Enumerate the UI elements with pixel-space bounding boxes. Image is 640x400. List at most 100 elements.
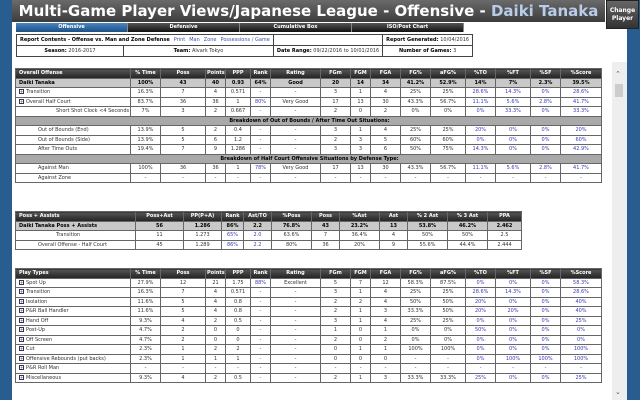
report-contents: Report Contents - Offense vs. Man and Zo…: [20, 37, 170, 43]
expand-icon[interactable]: +: [19, 289, 24, 295]
cell: 36.4%: [339, 230, 380, 241]
cell: 5: [320, 277, 351, 288]
column-header: % Time: [130, 68, 161, 79]
expand-icon[interactable]: +: [19, 336, 24, 342]
cell: 0.571: [225, 87, 251, 98]
cell: 0: [225, 334, 251, 345]
row-label: Transition: [15, 230, 136, 241]
expand-icon[interactable]: +: [19, 355, 24, 361]
expand-icon[interactable]: +: [19, 298, 24, 304]
cell: 30: [370, 163, 401, 174]
expand-icon[interactable]: +: [19, 365, 24, 371]
cell: 5: [160, 134, 206, 145]
scrollbar[interactable]: ⌃ ⌄: [612, 62, 627, 400]
cell: 76.8%: [271, 220, 312, 231]
cell: 0: [370, 353, 401, 364]
scroll-down-icon[interactable]: ⌄: [615, 388, 621, 396]
tab-iso-post-chart[interactable]: ISO/Post Chart: [352, 23, 464, 32]
season-value: 2016-2017: [68, 48, 96, 54]
cell: 0%: [495, 334, 531, 345]
expand-icon[interactable]: +: [19, 374, 24, 380]
games-label: Number of Games:: [398, 48, 452, 54]
change-player-button[interactable]: Change Player: [606, 0, 639, 29]
cell: 13.9%: [130, 125, 161, 136]
cell: 16.3%: [130, 287, 161, 298]
cell: 42.9%: [560, 144, 602, 155]
expand-icon[interactable]: +: [19, 98, 24, 104]
cell: 0.5: [225, 372, 251, 383]
tab-defensive[interactable]: Defensive: [128, 23, 240, 32]
cell: 2.2: [243, 220, 272, 231]
cell: 43.3%: [400, 163, 431, 174]
cell: 100%: [430, 344, 466, 355]
expand-icon[interactable]: +: [19, 308, 24, 314]
cell: 4: [205, 287, 226, 298]
cell: -: [250, 144, 271, 155]
cell: 36: [160, 163, 206, 174]
cell: 46.2%: [447, 220, 488, 231]
expand-icon[interactable]: +: [19, 279, 24, 285]
print-link[interactable]: Print: [173, 37, 186, 43]
cell: 1: [160, 353, 206, 364]
cell: 2: [205, 125, 226, 136]
cell: 2.5: [487, 230, 522, 241]
cell: 2: [320, 372, 351, 383]
column-header: % 2 Ast: [407, 211, 448, 222]
row-label: + Transition: [15, 287, 131, 298]
cell: -: [250, 106, 271, 117]
cell: -: [400, 353, 431, 364]
expand-icon[interactable]: +: [19, 89, 24, 95]
cell: 88%: [250, 277, 271, 288]
scroll-up-icon[interactable]: ⌃: [615, 70, 621, 78]
cell: -: [560, 363, 602, 374]
cell: 17: [320, 96, 351, 107]
column-header: FGm: [320, 68, 351, 79]
column-header: Rating: [270, 268, 321, 279]
table-row: Out of Bounds (End) 13.9% 5 2 0.4- -3 1 4 25% 25%…: [15, 125, 602, 136]
tab-offensive[interactable]: Offensive: [16, 23, 128, 32]
row-label: Out of Bounds (Side): [15, 134, 131, 145]
column-header: Play Types: [15, 268, 131, 279]
cell: -: [270, 334, 321, 345]
table-row: Short Shot Clock <4 Seconds 7% 3 2 0.667- -2 0…: [15, 106, 602, 117]
scrollbar-thumb[interactable]: [615, 84, 623, 97]
expand-icon[interactable]: +: [19, 346, 24, 352]
cell: 0%: [465, 315, 496, 326]
cell: -: [130, 172, 161, 183]
man-link[interactable]: Man: [189, 37, 200, 43]
tab-cumulative-box[interactable]: Cumulative Box: [240, 23, 352, 32]
cell: 4: [160, 372, 206, 383]
row-label: + Transition: [15, 87, 131, 98]
cell: 11.6%: [130, 296, 161, 307]
cell: 33.3%: [400, 306, 431, 317]
cell: 20%: [465, 306, 496, 317]
column-header: Rank: [250, 268, 271, 279]
table-row: + Offensive Rebounds (put backs) 2.3% 1 1 1- -…: [15, 353, 602, 364]
row-label: Against Man: [15, 163, 131, 174]
expand-icon[interactable]: +: [19, 327, 24, 333]
possessions-per-game-link[interactable]: Possessions / Game: [220, 37, 270, 43]
expand-icon[interactable]: +: [19, 317, 24, 323]
cell: 28.6%: [465, 287, 496, 298]
cell: -: [250, 306, 271, 317]
cell: -: [205, 363, 226, 374]
column-header: PP(P+A): [183, 211, 222, 222]
column-header: PPP: [225, 68, 251, 79]
cell: -: [250, 372, 271, 383]
cell: -: [495, 363, 531, 374]
cell: 4: [205, 306, 226, 317]
date-range-label: Date Range:: [276, 48, 312, 54]
cell: 2: [320, 134, 351, 145]
cell: Very Good: [270, 96, 321, 107]
cell: -: [270, 306, 321, 317]
cell: -: [430, 172, 466, 183]
cell: 6: [205, 134, 226, 145]
cell: 0%: [495, 134, 531, 145]
cell: 100%: [530, 353, 561, 364]
column-header: Poss: [160, 68, 206, 79]
cell: 2: [320, 296, 351, 307]
zone-link[interactable]: Zone: [203, 37, 217, 43]
cell: 2.3%: [130, 344, 161, 355]
cell: 25%: [430, 87, 466, 98]
column-header: %Poss: [271, 211, 312, 222]
